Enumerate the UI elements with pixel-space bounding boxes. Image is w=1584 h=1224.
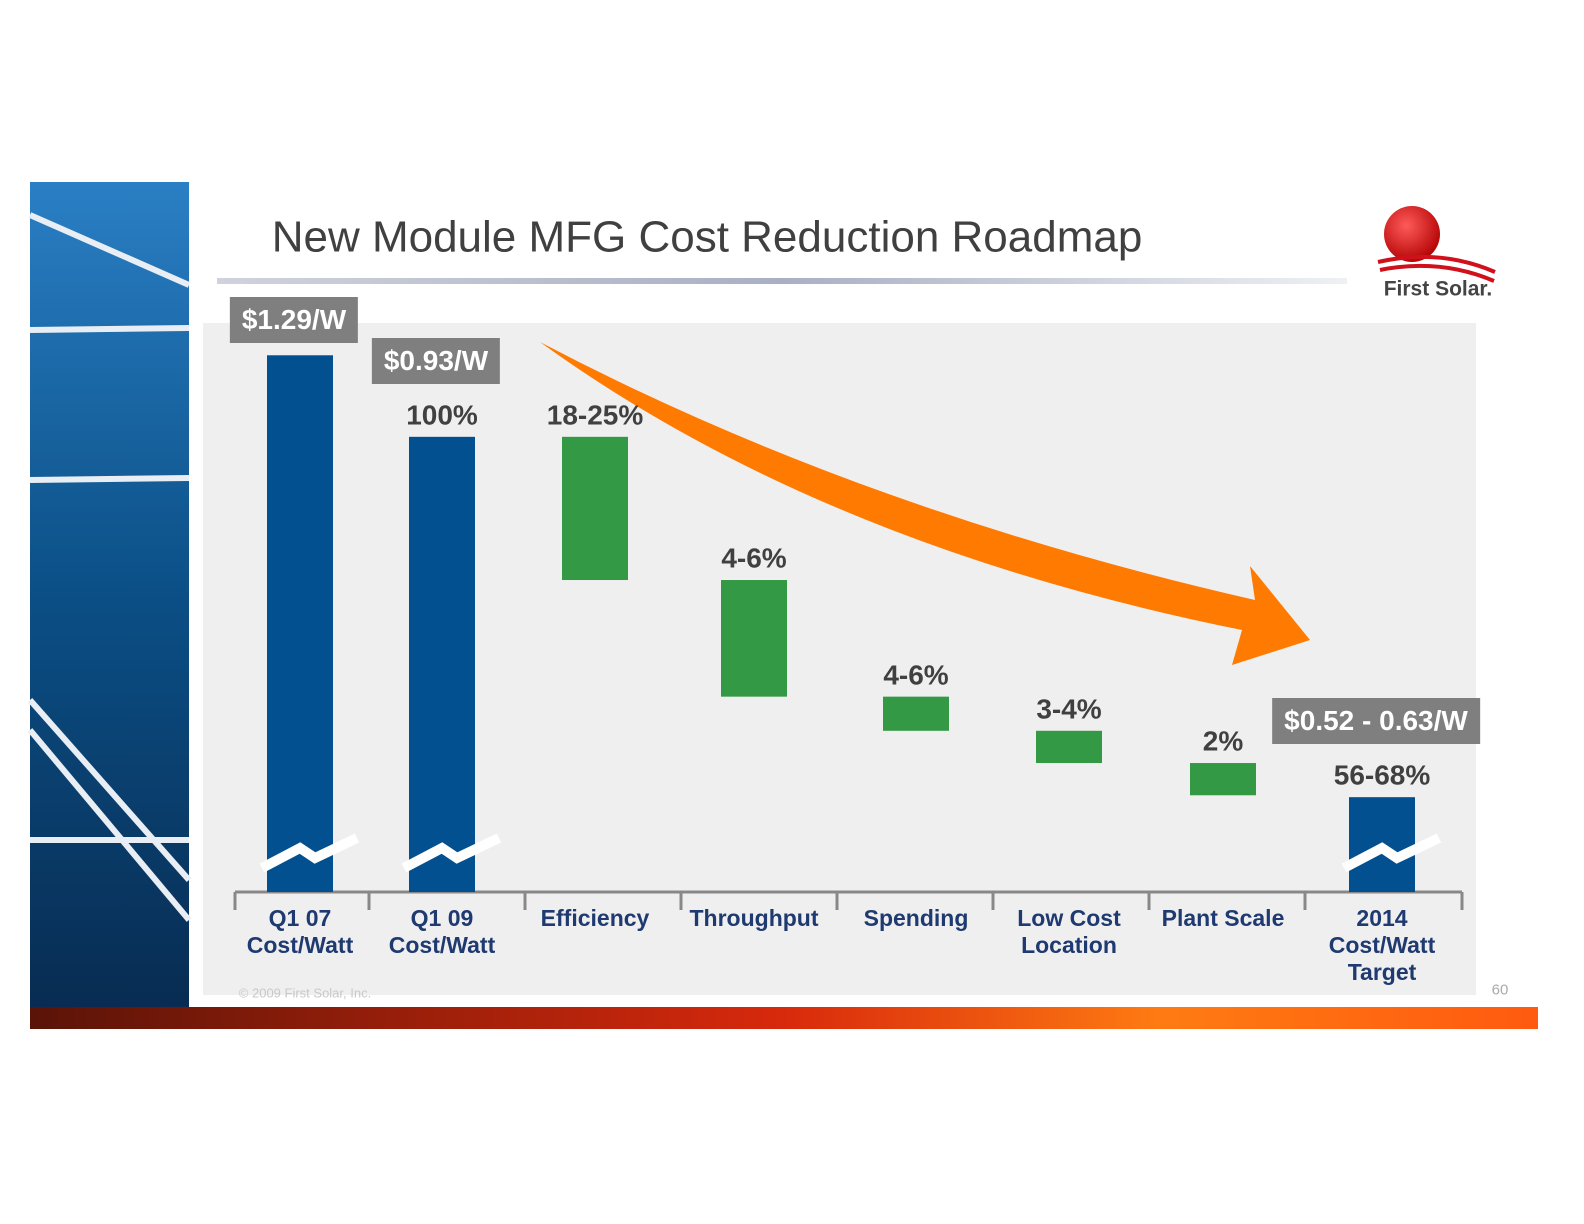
bar-label: 4-6%: [721, 542, 787, 574]
logo-text: First Solar.: [1383, 277, 1493, 301]
bar: [1036, 730, 1102, 764]
bar-label: 4-6%: [883, 659, 949, 691]
x-tick-label: Spending: [863, 905, 969, 931]
bar-label: 56-68%: [1333, 759, 1431, 791]
bar: [883, 696, 949, 731]
price-label: $1.29/W: [229, 297, 359, 344]
logo-waves: [1377, 254, 1496, 283]
title: New Module MFG Cost Reduction Roadmap: [271, 212, 1143, 262]
chart-background: [203, 323, 1476, 995]
bar: [721, 580, 787, 697]
bar: [1190, 763, 1256, 796]
logo-sun: [1384, 206, 1440, 262]
bar-label: 2%: [1202, 725, 1244, 757]
price-label: $0.52 - 0.63/W: [1272, 698, 1480, 745]
bar-label: 3-4%: [1036, 693, 1102, 725]
bar-label: 18-25%: [546, 399, 644, 431]
x-tick-label: Plant Scale: [1161, 905, 1285, 931]
footer: © 2009 First Solar, Inc.: [238, 985, 372, 1001]
title-rule: [217, 278, 1347, 284]
x-tick-label: Q1 09 Cost/Watt: [388, 905, 496, 958]
x-tick-label: Low Cost Location: [1017, 905, 1121, 958]
page-number: 60: [1491, 981, 1509, 999]
x-tick-label: Q1 07 Cost/Watt: [246, 905, 354, 958]
x-tick-label: Efficiency: [540, 905, 650, 931]
axis-break: [1341, 833, 1442, 873]
photo-panel: [30, 182, 189, 1007]
photo-frame: [27, 212, 192, 922]
bar: [267, 355, 333, 892]
bar: [409, 436, 475, 892]
x-tick-label: Throughput: [689, 905, 819, 931]
axis-break: [259, 833, 360, 873]
footer-band: [30, 1007, 1538, 1029]
axis-break: [401, 833, 502, 873]
price-label: $0.93/W: [371, 337, 501, 384]
bar: [562, 436, 628, 581]
bar-label: 100%: [406, 399, 478, 431]
x-tick-label: 2014 Cost/Watt Target: [1328, 905, 1436, 985]
trend-arrow: [540, 342, 1310, 665]
